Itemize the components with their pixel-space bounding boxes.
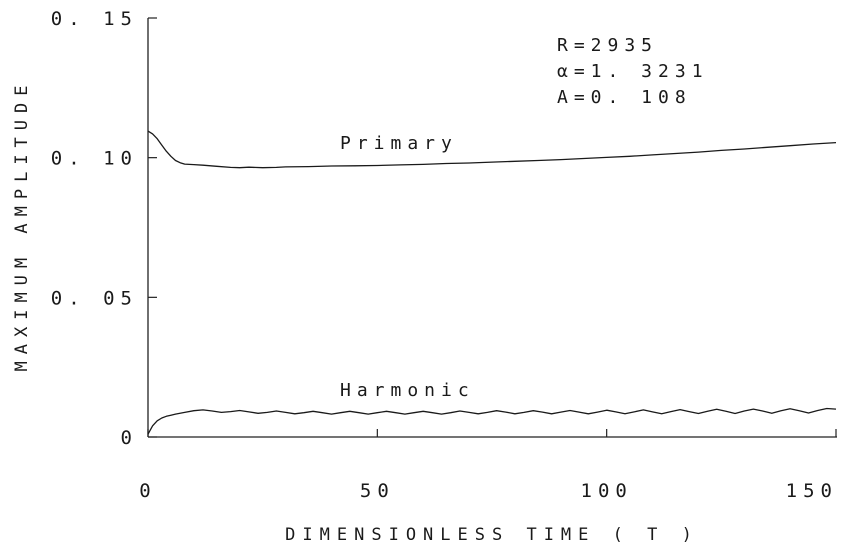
y-axis-label: MAXIMUM AMPLITUDE — [12, 79, 32, 372]
series-line-harmonic — [147, 407, 837, 435]
y-tick-label: 0 — [121, 427, 138, 449]
y-tick-label: 0. 10 — [51, 148, 138, 170]
x-axis-label: DIMENSIONLESS TIME ( T ) — [285, 525, 699, 545]
y-tick-label: 0. 05 — [51, 287, 138, 309]
x-tick-label: 100 — [581, 480, 633, 502]
series-line-primary — [147, 130, 837, 169]
annotation-amplitude: A=0. 108 — [557, 87, 692, 108]
tick-marks — [147, 17, 837, 438]
annotation-alpha: α=1. 3231 — [557, 61, 709, 82]
x-tick-label: 50 — [360, 480, 395, 502]
x-tick-label: 0 — [139, 480, 156, 502]
series-label-primary: Primary — [340, 133, 458, 154]
series-label-harmonic: Harmonic — [340, 380, 475, 401]
y-tick-label: 0. 15 — [51, 8, 138, 30]
annotation-reynolds: R=2935 — [557, 35, 658, 56]
x-tick-label: 150 — [786, 480, 838, 502]
tick-labels: 0 0. 05 0. 10 0. 15 0 50 100 150 — [51, 8, 838, 502]
series-lines — [147, 130, 837, 435]
